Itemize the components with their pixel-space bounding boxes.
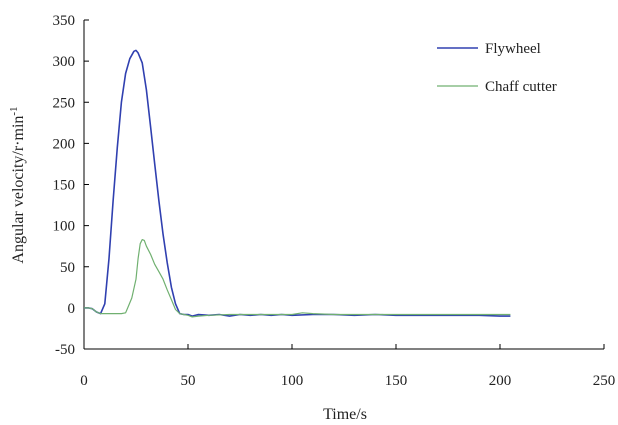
x-tick-label: 0 [80, 373, 88, 389]
chaff-cutter-line [84, 239, 511, 318]
y-tick-label: 0 [68, 301, 76, 317]
y-tick-label: 200 [53, 136, 76, 152]
series-lines [84, 49, 511, 318]
x-tick-label: 150 [385, 373, 408, 389]
y-tick-label: 50 [60, 260, 75, 276]
y-axis-label-superscript: -1 [8, 106, 20, 115]
y-tick-label: 250 [53, 95, 76, 111]
x-tick-label: 250 [593, 373, 616, 389]
x-tick-label: 50 [181, 373, 196, 389]
axes: -50 0 50 100 150 200 250 300 350 0 50 100 150 200 250 [53, 13, 616, 389]
y-tick-label: 350 [53, 13, 76, 29]
x-tick-label: 100 [281, 373, 304, 389]
y-axis-ticks: -50 0 50 100 150 200 250 300 350 [53, 13, 89, 358]
y-tick-label: 150 [53, 178, 76, 194]
y-axis-label: Angular velocity/r·min-1 [8, 106, 27, 263]
legend-label-chaff-cutter: Chaff cutter [485, 79, 557, 95]
x-tick-label: 200 [489, 373, 512, 389]
y-axis-label-text: Angular velocity/r·min [10, 116, 27, 264]
y-tick-label: 100 [53, 219, 76, 235]
y-tick-label: -50 [55, 342, 75, 358]
legend-label-flywheel: Flywheel [485, 41, 541, 57]
flywheel-line [84, 49, 511, 317]
x-axis-label: Time/s [323, 406, 367, 423]
y-tick-label: 300 [53, 54, 76, 70]
legend: Flywheel Chaff cutter [437, 41, 557, 95]
x-axis-ticks: 0 50 100 150 200 250 [80, 344, 615, 389]
